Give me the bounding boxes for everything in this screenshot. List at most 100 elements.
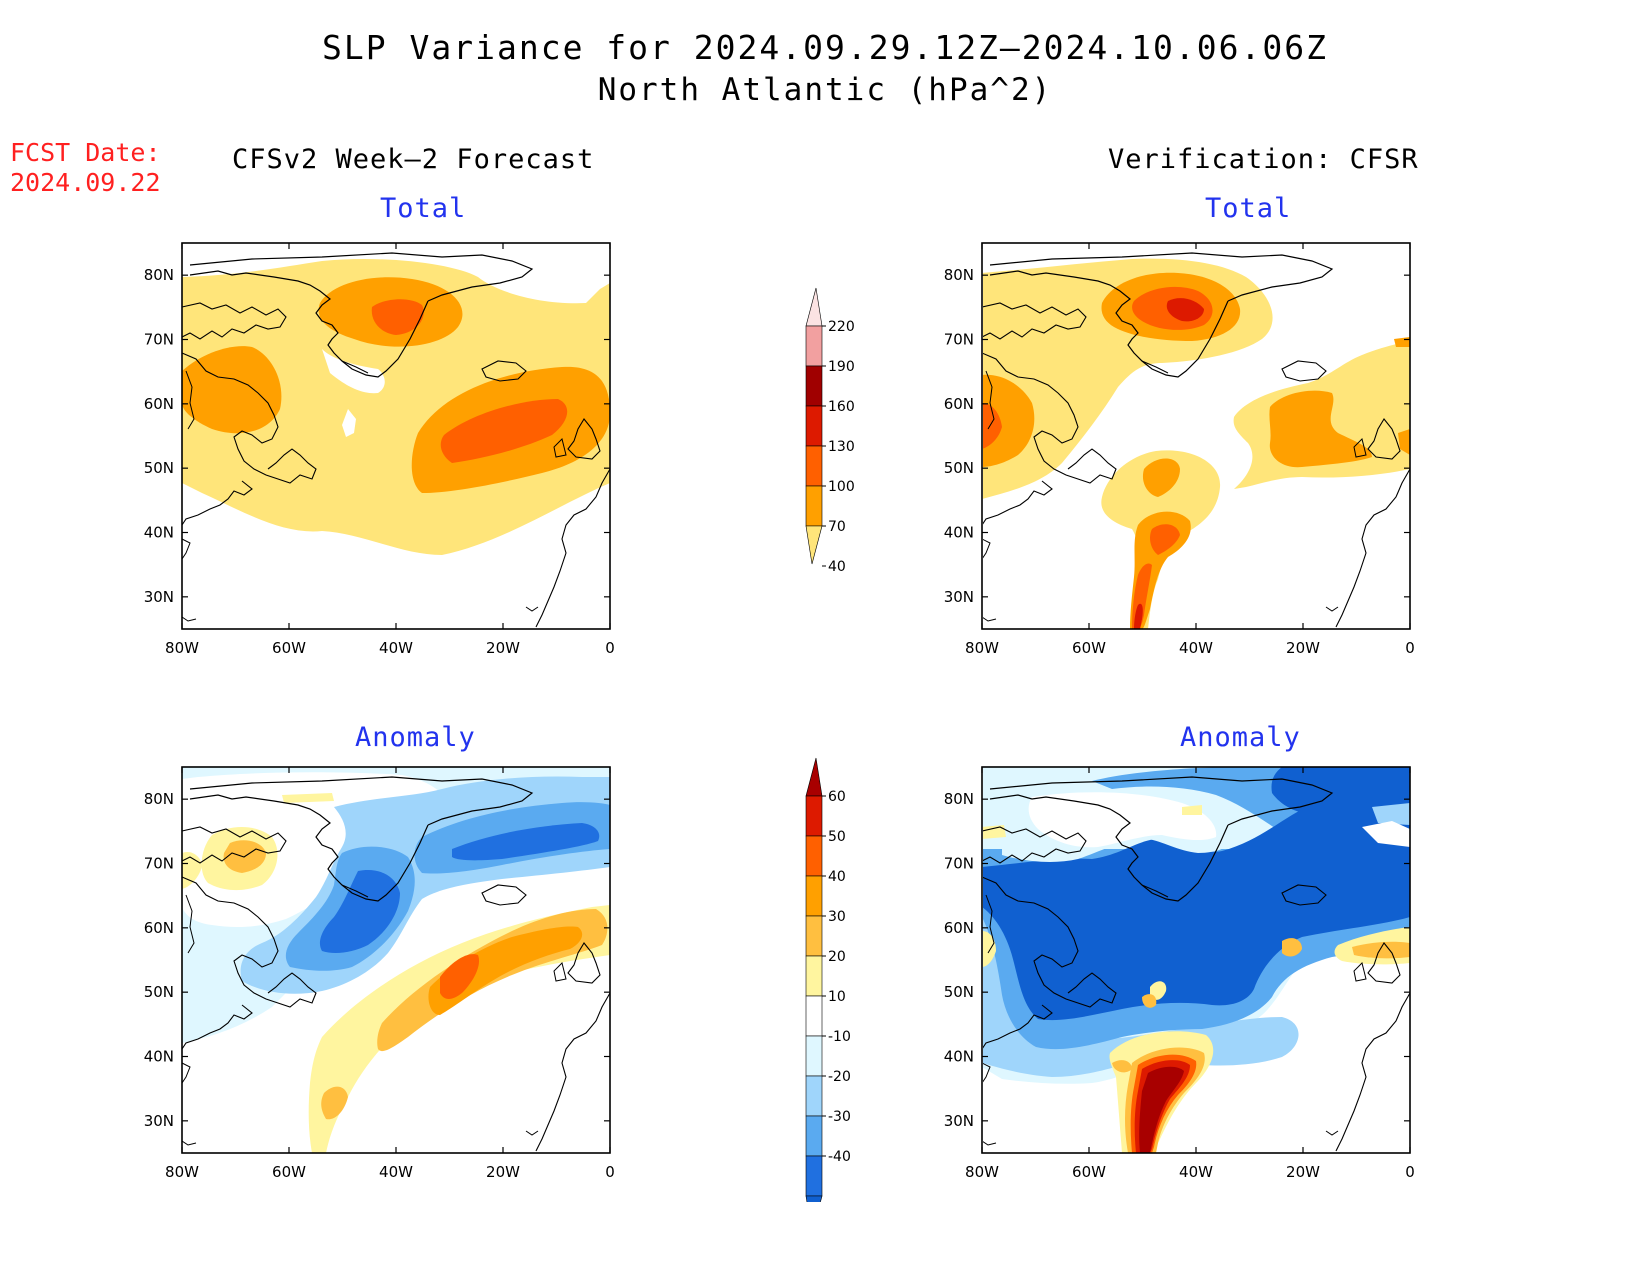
colorbar-label: 190 [828, 359, 855, 375]
colorbar-label: 20 [828, 949, 846, 965]
panel-title-verif-total: Total [1205, 193, 1292, 224]
fcst-date-label: FCST Date: 2024.09.22 [10, 138, 161, 198]
lat-tick-label: 80N [944, 266, 974, 284]
colorbar-segment [805, 365, 823, 407]
lat-tick-label: 40N [144, 1048, 174, 1066]
lon-tick-label: 0 [605, 1163, 615, 1181]
shade-130-160 [1134, 603, 1143, 629]
map-frame-fcst-anomaly [181, 766, 611, 1154]
colorbar-label: 220 [828, 319, 855, 335]
lon-tick-label: 0 [1405, 1163, 1415, 1181]
lat-tick-label: 50N [944, 983, 974, 1001]
lat-tick-label: 80N [944, 790, 974, 808]
shade-30-40 [428, 926, 583, 1015]
panel-title-fcst-total: Total [380, 193, 467, 224]
lon-tick-label: 80W [165, 639, 199, 657]
map-verif-total [983, 252, 1411, 629]
lon-tick-label: 40W [379, 1163, 413, 1181]
lon-tick-label: 20W [486, 1163, 520, 1181]
colorbar-segment [805, 915, 823, 957]
colorbar-label: -20 [828, 1069, 851, 1085]
lat-tick-label: 30N [144, 1112, 174, 1130]
shade-10-20 [983, 931, 996, 967]
gap-low [342, 409, 356, 437]
shade-neutral [1028, 792, 1217, 848]
lat-tick-label: 30N [144, 588, 174, 606]
shade-below-neg40 [1271, 767, 1410, 814]
shade-100-130 [1150, 524, 1180, 555]
shade-above-60 [1139, 1066, 1184, 1153]
lon-tick-label: 60W [272, 639, 306, 657]
map-fcst-anomaly [181, 767, 611, 1153]
shade-70-100 [983, 374, 1035, 467]
lat-tick-label: 40N [944, 1048, 974, 1066]
main-title: SLP Variance for 2024.09.29.12Z–2024.10.… [322, 28, 1328, 67]
shade-below-neg40 [983, 785, 1410, 1021]
lat-tick-label: 80N [144, 790, 174, 808]
colorbar-segment [805, 1075, 823, 1117]
map-frame-fcst-total [181, 242, 611, 630]
lat-tick-label: 50N [944, 459, 974, 477]
colorbar-total: 220 190 160 130 100 70 40 [805, 287, 855, 575]
colorbar-segment [805, 1035, 823, 1077]
map-frame-verif-anomaly [981, 766, 1411, 1154]
colorbar-segment [805, 955, 823, 997]
colorbar-label: 70 [828, 519, 846, 535]
colorbar-segment [805, 405, 823, 447]
col-title-forecast: CFSv2 Week–2 Forecast [232, 144, 595, 175]
lat-tick-label: 60N [144, 395, 174, 413]
lat-tick-label: 30N [944, 1112, 974, 1130]
colorbar-label: 50 [828, 829, 846, 845]
shade-10-20 [1182, 805, 1202, 815]
colorbar-bottom-triangle [805, 525, 823, 565]
colorbar-segment [805, 795, 823, 837]
shade-10-20 [983, 825, 1006, 839]
shade-10-20 [282, 793, 334, 803]
lat-tick-label: 40N [944, 524, 974, 542]
colorbar-segment [805, 325, 823, 367]
shade-70-100 [1142, 458, 1180, 497]
lon-tick-label: 40W [1179, 639, 1213, 657]
shade-70-100 [1269, 390, 1372, 468]
lat-tick-label: 60N [144, 919, 174, 937]
lon-tick-label: 20W [1286, 639, 1320, 657]
shade-10-20 [308, 905, 610, 1153]
lat-tick-label: 70N [944, 855, 974, 873]
shade-130-160 [1166, 298, 1204, 322]
shade-20-30 [1352, 941, 1410, 959]
colorbar-segment [805, 485, 823, 527]
lon-tick-label: 60W [272, 1163, 306, 1181]
lat-tick-label: 40N [144, 524, 174, 542]
colorbar-label: 130 [828, 439, 855, 455]
lat-tick-label: 30N [944, 588, 974, 606]
shade-below-neg40 [452, 823, 600, 861]
map-frame-verif-total [981, 242, 1411, 630]
colorbar-segment [805, 1115, 823, 1157]
colorbar-segment [805, 995, 823, 1037]
lon-tick-label: 80W [165, 1163, 199, 1181]
lat-tick-label: 60N [944, 395, 974, 413]
colorbar-label: -30 [828, 1109, 851, 1125]
shade-below-neg40 [319, 869, 400, 953]
shade-20-30 [1142, 994, 1157, 1008]
lon-tick-label: 40W [1179, 1163, 1213, 1181]
colorbar-top-triangle [805, 287, 823, 327]
colorbar-label: 40 [828, 559, 846, 575]
lon-tick-label: 80W [965, 1163, 999, 1181]
colorbar-bottom-triangle [805, 1195, 823, 1202]
shade-70-100 [1398, 429, 1410, 455]
lon-tick-label: 60W [1072, 639, 1106, 657]
lon-tick-label: 20W [486, 639, 520, 657]
lat-tick-label: 60N [944, 919, 974, 937]
colorbar-top-triangle [805, 757, 823, 797]
lon-tick-label: 0 [1405, 639, 1415, 657]
shade-100-130 [371, 299, 424, 335]
lon-tick-label: 40W [379, 639, 413, 657]
colorbar-segment [805, 1155, 823, 1197]
shade-20-30 [1112, 1060, 1132, 1073]
colorbar-label: -40 [828, 1149, 851, 1165]
shade-20-30 [1282, 938, 1302, 957]
colorbar-label: 10 [828, 989, 846, 1005]
lat-tick-label: 70N [944, 331, 974, 349]
